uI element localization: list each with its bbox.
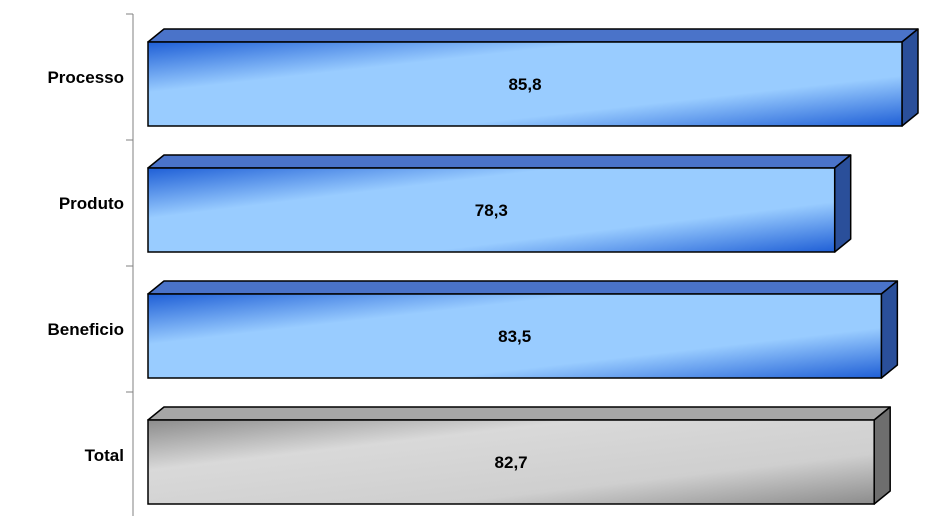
bar-side-face	[880, 280, 899, 379]
bar-processo	[147, 28, 919, 127]
bar-front-face	[147, 41, 903, 127]
bar-beneficio	[147, 280, 899, 379]
bar-front-face	[147, 293, 883, 379]
data-label: 83,5	[498, 327, 531, 346]
category-axis	[126, 13, 134, 516]
data-label: 82,7	[495, 453, 528, 472]
category-label: Beneficio	[47, 320, 124, 339]
category-label: Total	[85, 446, 124, 465]
bars	[147, 28, 919, 505]
bar-front-face	[147, 419, 875, 505]
bar-side-face	[901, 28, 919, 127]
bar-side-face	[833, 154, 852, 253]
bar-total	[147, 406, 891, 505]
category-label: Produto	[59, 194, 124, 213]
bar-top-face	[147, 28, 919, 43]
bar-produto	[147, 154, 852, 253]
labels: 85,8 Processo 78,3 Produto 83,5 Beneficio 82,7…	[47, 68, 541, 472]
bar-side-face	[873, 406, 891, 505]
bar-top-face	[147, 154, 852, 169]
bar-top-face	[147, 280, 899, 295]
bar-front-face	[147, 167, 836, 253]
data-label: 78,3	[475, 201, 508, 220]
category-label: Processo	[47, 68, 124, 87]
data-label: 85,8	[508, 75, 541, 94]
bar-top-face	[147, 406, 891, 421]
